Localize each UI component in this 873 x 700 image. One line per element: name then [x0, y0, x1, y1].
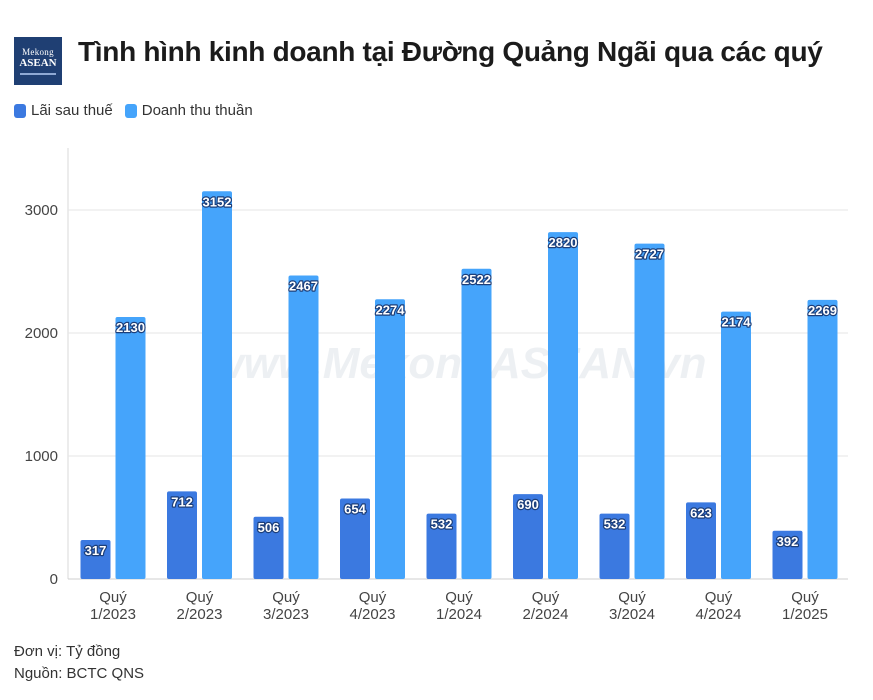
- bar-profit: [513, 494, 543, 579]
- data-label-revenue: 2269: [808, 303, 837, 318]
- watermark-text: www.MekongASEAN.vn: [209, 339, 706, 388]
- logo-line-2: ASEAN: [19, 56, 57, 69]
- bar-profit: [686, 502, 716, 579]
- data-label-revenue: 2727: [635, 247, 664, 262]
- source-note: Nguồn: BCTC QNS: [14, 665, 145, 682]
- data-label-profit: 392: [777, 534, 799, 549]
- x-tick-label: 1/2025: [782, 606, 828, 623]
- bar-profit: [80, 540, 111, 579]
- legend-label-profit: Lãi sau thuế: [31, 102, 113, 119]
- bar-profit: [340, 498, 370, 579]
- data-label-profit: 317: [85, 543, 107, 558]
- bar-revenue: [721, 311, 751, 579]
- x-tick-label: Quý: [705, 589, 733, 606]
- data-label-profit: 532: [431, 517, 453, 532]
- data-label-profit: 506: [258, 520, 280, 535]
- bar-revenue: [375, 299, 405, 579]
- chart-legend: Lãi sau thuế Doanh thu thuần: [14, 102, 265, 119]
- x-tick-label: 2/2023: [177, 606, 223, 623]
- data-label-profit: 712: [171, 494, 193, 509]
- x-tick-label: 3/2023: [263, 606, 309, 623]
- data-label-profit: 623: [690, 505, 712, 520]
- x-tick-label: 1/2024: [436, 606, 482, 623]
- data-label-revenue: 2820: [549, 235, 578, 250]
- y-tick-label: 2000: [25, 325, 58, 342]
- data-label-revenue: 3152: [203, 194, 232, 209]
- legend-item-profit: Lãi sau thuế: [14, 102, 113, 119]
- data-label-revenue: 2522: [462, 272, 491, 287]
- x-tick-label: Quý: [791, 589, 819, 606]
- x-tick-label: 2/2024: [523, 606, 569, 623]
- y-tick-label: 3000: [25, 202, 58, 219]
- data-label-profit: 690: [517, 497, 539, 512]
- legend-swatch-revenue: [124, 103, 137, 118]
- data-label-revenue: 2130: [116, 320, 145, 335]
- x-tick-label: Quý: [445, 589, 473, 606]
- bar-profit: [772, 530, 803, 579]
- chart-title: Tình hình kinh doanh tại Đường Quảng Ngã…: [78, 36, 823, 67]
- bar-revenue: [202, 191, 232, 579]
- x-tick-label: Quý: [186, 589, 214, 606]
- bar-profit: [253, 516, 284, 579]
- y-tick-label: 0: [50, 571, 58, 588]
- x-tick-label: Quý: [272, 589, 300, 606]
- bar-revenue: [807, 299, 838, 579]
- x-tick-label: Quý: [99, 589, 127, 606]
- mekong-asean-logo: Mekong ASEAN: [14, 37, 62, 85]
- x-tick-label: Quý: [532, 589, 560, 606]
- data-label-revenue: 2467: [289, 279, 318, 294]
- x-tick-label: Quý: [359, 589, 387, 606]
- x-tick-label: 4/2023: [350, 606, 396, 623]
- legend-label-revenue: Doanh thu thuần: [141, 102, 253, 119]
- bar-profit: [167, 491, 197, 579]
- bar-revenue: [634, 243, 665, 580]
- data-label-profit: 654: [344, 502, 366, 517]
- bar-revenue: [548, 232, 578, 579]
- data-label-revenue: 2274: [376, 302, 406, 317]
- bar-profit: [426, 513, 457, 579]
- data-label-profit: 532: [604, 517, 626, 532]
- x-tick-label: 4/2024: [696, 606, 742, 623]
- bar-revenue: [461, 268, 492, 579]
- unit-note: Đơn vị: Tỷ đồng: [14, 643, 121, 660]
- bar-chart: www.MekongASEAN.vn 0 1000 2000 3000 317 2130 Qu…: [25, 148, 848, 623]
- data-label-revenue: 2174: [722, 315, 752, 330]
- bar-revenue: [115, 317, 146, 579]
- legend-item-revenue: Doanh thu thuần: [124, 102, 253, 119]
- bar-profit: [599, 513, 630, 579]
- x-tick-label: Quý: [618, 589, 646, 606]
- legend-swatch-profit: [14, 103, 26, 118]
- logo-underline: [20, 72, 56, 75]
- x-tick-label: 1/2023: [90, 606, 136, 623]
- y-tick-label: 1000: [25, 448, 58, 465]
- logo-line-1: Mekong: [22, 46, 54, 57]
- bar-revenue: [288, 275, 319, 579]
- x-tick-label: 3/2024: [609, 606, 655, 623]
